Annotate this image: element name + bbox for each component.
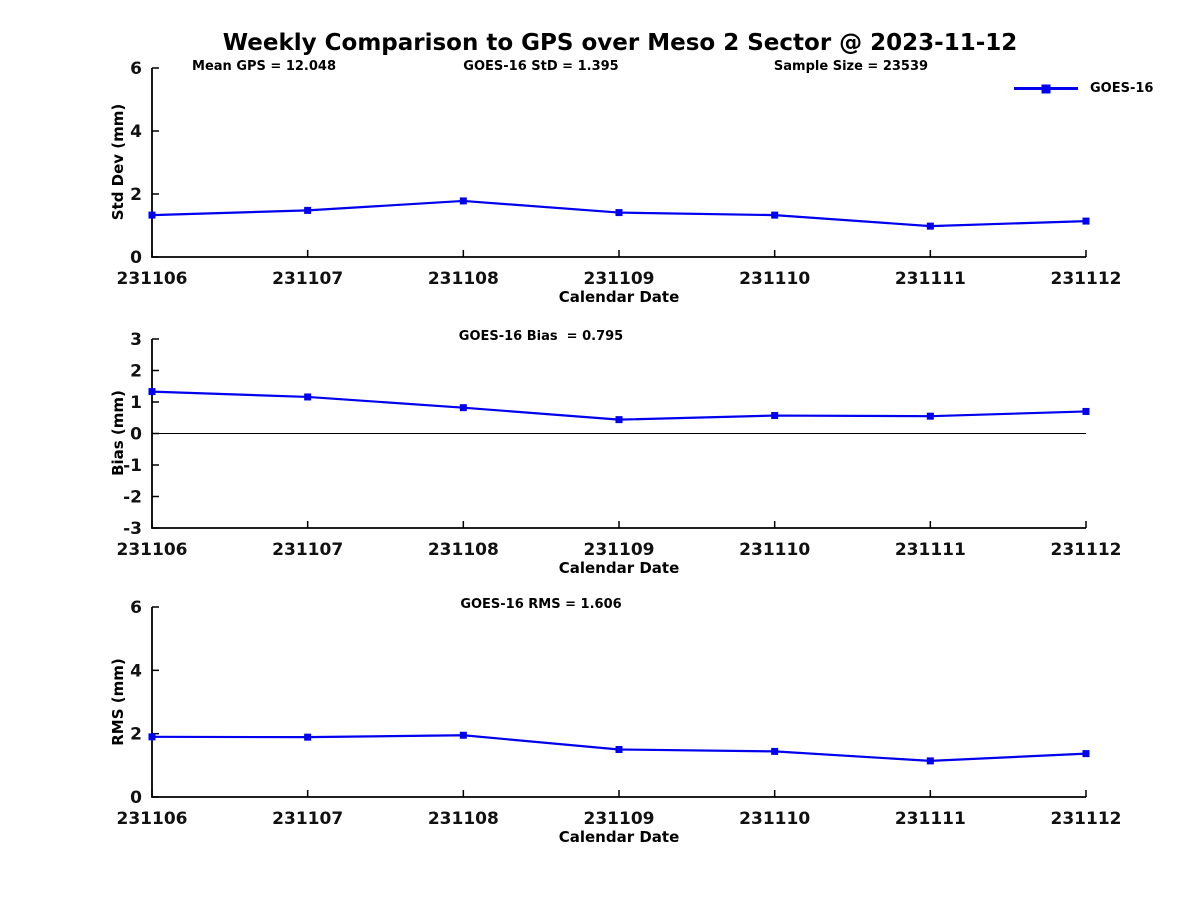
x-tick-label: 231110 — [739, 269, 810, 289]
y-tick-label: 0 — [130, 788, 142, 808]
data-point-marker — [459, 731, 467, 739]
axis-frame — [151, 68, 1086, 258]
x-tick-label: 231109 — [584, 809, 655, 829]
x-tick-label: 231109 — [584, 540, 655, 560]
y-tick-label: 2 — [130, 725, 142, 745]
x-tick-label: 231108 — [428, 269, 499, 289]
y-tick-label: 6 — [130, 598, 142, 618]
data-point-marker — [615, 416, 623, 424]
data-point-marker — [1082, 217, 1090, 225]
rms-plot: 0 2 4 6 231106 231107 231108 231109 231110 231111… — [117, 598, 1122, 829]
data-point-marker — [1082, 407, 1090, 415]
axis-frame — [151, 607, 1086, 798]
y-tick-label: -3 — [123, 519, 142, 539]
data-point-marker — [148, 388, 156, 396]
x-tick-label: 231107 — [272, 269, 343, 289]
data-point-marker — [771, 747, 779, 755]
y-tick-label: 1 — [130, 393, 142, 413]
data-point-marker — [304, 206, 312, 214]
y-tick-label: 0 — [130, 425, 142, 445]
data-point-marker — [459, 404, 467, 412]
x-tick-label: 231107 — [272, 809, 343, 829]
data-point-marker — [459, 197, 467, 205]
x-tick-label: 231112 — [1051, 809, 1122, 829]
data-point-marker — [304, 733, 312, 741]
data-point-marker — [926, 757, 934, 765]
x-tick-label: 231110 — [739, 540, 810, 560]
annotation-sample-size: Sample Size = 23539 — [773, 59, 929, 74]
legend-marker-icon — [1041, 84, 1051, 93]
data-point-marker — [304, 393, 312, 401]
data-point-marker — [148, 211, 156, 219]
y-tick-label: 4 — [130, 661, 142, 681]
y-tick-label: 2 — [130, 185, 142, 205]
page-title: Weekly Comparison to GPS over Meso 2 Sec… — [222, 30, 1018, 56]
y-tick-label: 3 — [130, 330, 142, 350]
x-tick-label: 231106 — [117, 269, 188, 289]
x-tick-label: 231111 — [895, 540, 966, 560]
stddev-plot: 0 2 4 6 231106 231107 231108 231109 231110 231111… — [117, 59, 1122, 289]
annotation-goes16-std: GOES-16 StD = 1.395 — [463, 59, 619, 74]
y-tick-label: 6 — [130, 59, 142, 79]
data-point-marker — [771, 412, 779, 420]
rms-plot-title: GOES-16 RMS = 1.606 — [460, 597, 622, 612]
y-tick-label: 4 — [130, 122, 142, 142]
x-tick-label: 231106 — [117, 809, 188, 829]
x-tick-label: 231112 — [1051, 540, 1122, 560]
bias-plot-title: GOES-16 Bias = 0.795 — [458, 329, 624, 344]
annotation-mean-gps: Mean GPS = 12.048 — [192, 59, 336, 74]
stddev-x-axis-label: Calendar Date — [558, 288, 680, 306]
y-tick-label: -1 — [123, 456, 142, 476]
x-tick-label: 231110 — [739, 809, 810, 829]
legend: GOES-16 — [1014, 81, 1153, 96]
legend-label: GOES-16 — [1090, 81, 1154, 96]
y-tick-label: 0 — [130, 248, 142, 268]
x-tick-label: 231106 — [117, 540, 188, 560]
data-point-marker — [615, 746, 623, 753]
series-line — [151, 390, 1087, 421]
x-tick-label: 231108 — [428, 540, 499, 560]
x-tick-label: 231111 — [895, 809, 966, 829]
data-point-marker — [926, 412, 934, 420]
legend-line-sample — [1014, 84, 1078, 93]
x-tick-label: 231107 — [272, 540, 343, 560]
x-tick-label: 231108 — [428, 809, 499, 829]
data-point-marker — [148, 733, 156, 741]
x-tick-label: 231111 — [895, 269, 966, 289]
y-tick-label: 2 — [130, 362, 142, 382]
data-point-marker — [615, 209, 623, 217]
x-tick-label: 231112 — [1051, 269, 1122, 289]
data-point-marker — [926, 222, 934, 230]
rms-x-axis-label: Calendar Date — [558, 828, 680, 846]
data-point-marker — [771, 211, 779, 219]
bias-x-axis-label: Calendar Date — [558, 559, 680, 577]
y-tick-label: -2 — [123, 488, 142, 508]
x-tick-label: 231109 — [584, 269, 655, 289]
data-point-marker — [1082, 750, 1090, 758]
bias-plot: -3 -2 -1 0 1 2 3 231106 231107 231108 231109 231110… — [117, 330, 1122, 560]
